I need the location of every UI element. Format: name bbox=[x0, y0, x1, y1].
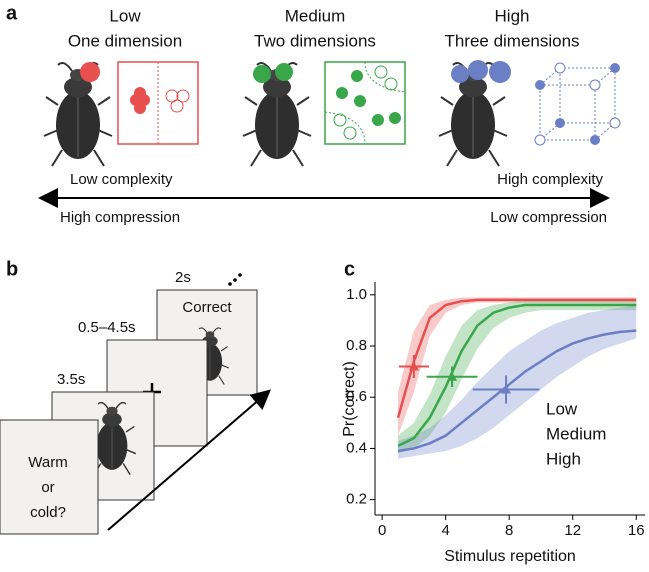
question-card bbox=[0, 419, 99, 535]
dimensions: One dimension bbox=[68, 31, 182, 50]
x-tick-label: 0 bbox=[378, 522, 386, 539]
x-tick-label: 8 bbox=[505, 522, 513, 539]
low-diagram bbox=[80, 61, 199, 145]
high-diagram bbox=[451, 60, 621, 146]
x-tick-label: 4 bbox=[442, 522, 450, 539]
x-tick-label: 16 bbox=[628, 522, 645, 539]
level: High bbox=[495, 6, 530, 25]
duration: 0.5–4.5s bbox=[78, 319, 136, 336]
question: cold? bbox=[30, 504, 66, 521]
time-arrow bbox=[107, 389, 272, 531]
question: or bbox=[41, 479, 54, 496]
duration: 2s bbox=[175, 269, 191, 286]
level: Low bbox=[109, 6, 141, 25]
x-axis-label: Stimulus repetition bbox=[444, 548, 576, 565]
duration: 3.5s bbox=[57, 371, 85, 388]
y-tick-label: 0.6 bbox=[346, 388, 367, 405]
legend-entry: Medium bbox=[546, 424, 606, 443]
low-compression: Low compression bbox=[490, 209, 607, 226]
panel-label: b bbox=[6, 258, 18, 280]
line bbox=[397, 329, 637, 453]
y-tick-label: 1.0 bbox=[346, 286, 367, 303]
line bbox=[397, 303, 637, 447]
line bbox=[396, 298, 637, 419]
plot: Low Medium High 0.2 0.4 0.6 0.8 1.0 0 4 8 12 16 Pr(co… bbox=[341, 282, 645, 565]
high-compression: High compression bbox=[60, 209, 180, 226]
legend-entry: High bbox=[546, 449, 581, 468]
point bbox=[501, 384, 512, 394]
question: Warm bbox=[28, 454, 67, 471]
x-tick-label: 12 bbox=[564, 522, 581, 539]
dimensions: Three dimensions bbox=[444, 31, 579, 50]
y-tick-label: 0.2 bbox=[346, 491, 367, 508]
dimensions: Two dimensions bbox=[254, 31, 376, 50]
y-tick-label: 0.4 bbox=[346, 439, 367, 456]
point bbox=[408, 361, 419, 371]
confidence-band bbox=[398, 299, 637, 454]
y-axis-label: Pr(correct) bbox=[341, 361, 358, 437]
beetle bbox=[242, 62, 312, 167]
y-tick-label: 0.8 bbox=[346, 337, 367, 354]
feedback: Correct bbox=[182, 299, 232, 316]
high-complexity: High complexity bbox=[497, 171, 603, 188]
legend-entry: Low bbox=[546, 399, 578, 418]
beetle bbox=[43, 62, 113, 167]
panel-label: a bbox=[6, 2, 18, 24]
medium-diagram bbox=[253, 61, 406, 145]
level: Medium bbox=[285, 6, 345, 25]
point bbox=[447, 371, 458, 381]
low-complexity: Low complexity bbox=[70, 171, 173, 188]
panel-label: c bbox=[344, 258, 355, 280]
